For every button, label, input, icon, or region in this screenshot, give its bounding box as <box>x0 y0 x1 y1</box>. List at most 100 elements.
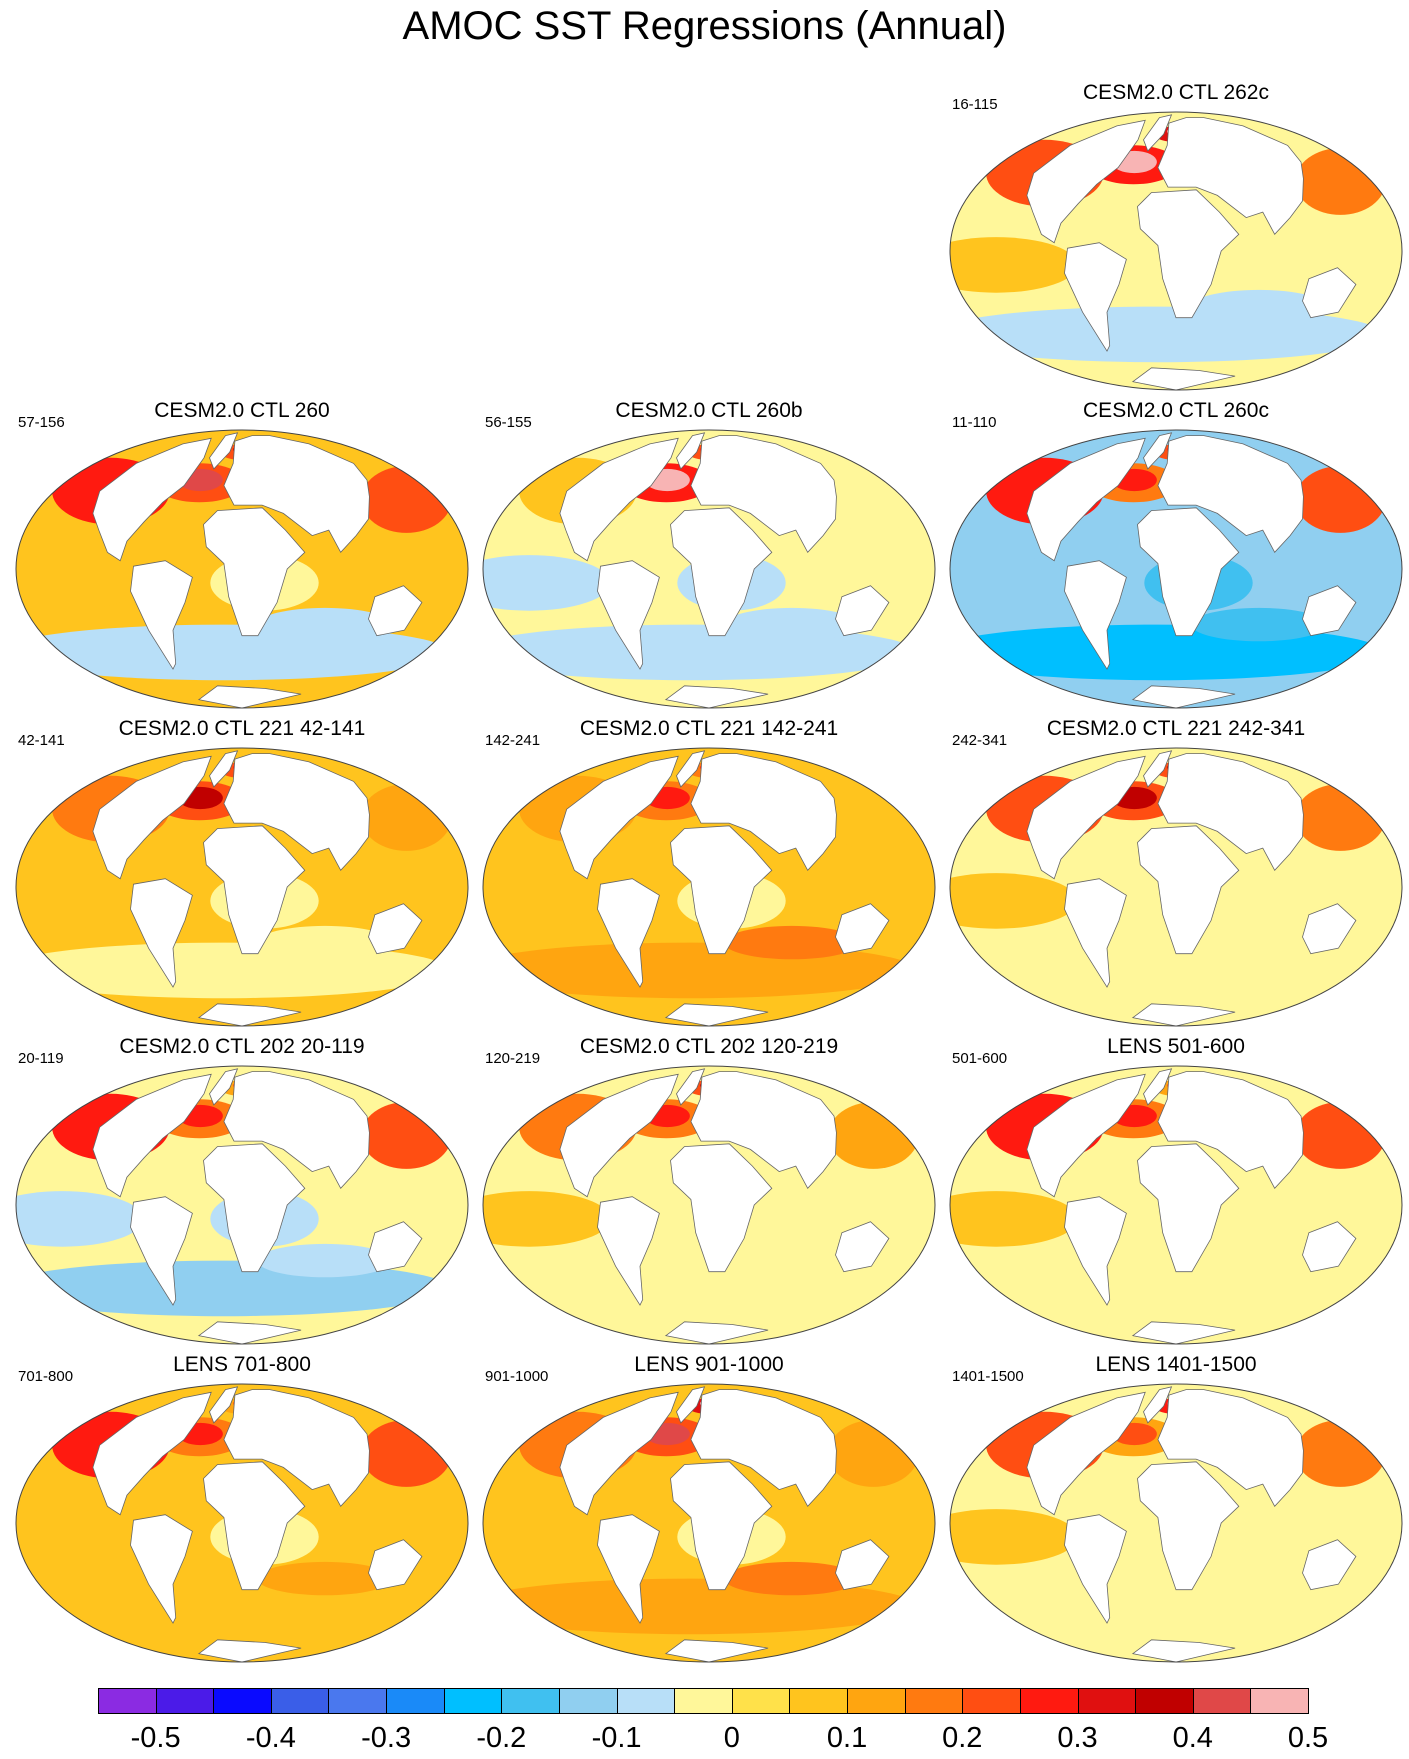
sst-anomaly-region <box>724 1561 860 1596</box>
sst-anomaly-region <box>1191 1243 1327 1278</box>
colorbar-swatch <box>674 1688 733 1714</box>
continent-south-america <box>597 1514 660 1624</box>
continent-africa <box>1137 825 1240 955</box>
sst-map <box>482 429 936 709</box>
sst-map <box>15 1065 469 1345</box>
sst-anomaly-region <box>724 607 860 642</box>
sst-map <box>949 429 1403 709</box>
panel-title: CESM2.0 CTL 202 20-119 <box>119 1035 365 1058</box>
colorbar-swatch <box>731 1688 791 1714</box>
continent-greenland <box>1143 750 1173 788</box>
continent-greenland <box>1143 1068 1173 1106</box>
continent-antarctica <box>1131 685 1236 708</box>
map-outline <box>949 1065 1403 1345</box>
continent-australia <box>1302 267 1357 319</box>
colorbar-swatch <box>1077 1688 1137 1714</box>
continent-africa <box>670 825 773 955</box>
sst-anomaly-region <box>724 925 860 960</box>
continent-africa <box>670 507 773 637</box>
sst-anomaly-region <box>257 1561 393 1596</box>
continent-south-america <box>597 878 660 988</box>
map-outline <box>949 111 1403 391</box>
map-panel: CESM2.0 CTL 202 120-219 120-219 <box>475 1034 943 1349</box>
colorbar-swatch <box>558 1688 618 1714</box>
colorbar-swatch <box>789 1688 849 1714</box>
map-panel: CESM2.0 CTL 260c 11-110 <box>942 398 1409 713</box>
sst-anomaly-region <box>1191 1561 1327 1596</box>
continent-australia <box>368 585 423 637</box>
sst-anomaly-region <box>257 925 393 960</box>
continent-north-america <box>1026 437 1146 562</box>
continent-north-america <box>559 1073 679 1198</box>
continent-eurasia <box>223 1071 370 1189</box>
colorbar-tick-label: 0.5 <box>1287 1722 1329 1754</box>
panel-year-range: 242-341 <box>952 732 1008 749</box>
continent-africa <box>1137 1461 1240 1591</box>
map-outline <box>949 1383 1403 1663</box>
panel-title: CESM2.0 CTL 202 120-219 <box>579 1035 839 1058</box>
colorbar-swatch <box>270 1688 330 1714</box>
map-panel: LENS 1401-1500 1401-1500 <box>942 1352 1409 1667</box>
map-outline <box>15 1065 469 1345</box>
sst-anomaly-region <box>724 1243 860 1278</box>
continent-antarctica <box>1131 1321 1236 1344</box>
colorbar-swatch <box>1250 1688 1309 1714</box>
continent-greenland <box>676 1068 706 1106</box>
sst-map <box>949 111 1403 391</box>
map-outline <box>482 1383 936 1663</box>
continent-eurasia <box>690 435 837 553</box>
map-panel: CESM2.0 CTL 221 42-141 42-141 <box>8 716 476 1031</box>
continent-greenland <box>1143 1386 1173 1424</box>
continent-antarctica <box>1131 367 1236 390</box>
continent-south-america <box>1064 1514 1127 1624</box>
continent-north-america <box>92 755 212 880</box>
continent-africa <box>1137 1143 1240 1273</box>
colorbar-tick-label: -0.5 <box>130 1722 181 1754</box>
continent-greenland <box>1143 432 1173 470</box>
sst-anomaly-region <box>16 1509 144 1565</box>
colorbar-swatch <box>98 1688 157 1714</box>
sst-anomaly-region <box>1191 925 1327 960</box>
continent-australia <box>1302 1539 1357 1591</box>
continent-antarctica <box>197 1003 302 1026</box>
colorbar-tick-label: 0.3 <box>1057 1722 1098 1754</box>
continent-antarctica <box>664 1003 769 1026</box>
continent-australia <box>1302 903 1357 955</box>
continent-eurasia <box>1157 1071 1304 1189</box>
continent-north-america <box>559 1391 679 1516</box>
map-panel: CESM2.0 CTL 202 20-119 20-119 <box>8 1034 476 1349</box>
map-outline <box>949 747 1403 1027</box>
map-panel: CESM2.0 CTL 260 57-156 <box>8 398 476 713</box>
panel-year-range: 1401-1500 <box>952 1368 1024 1385</box>
continent-north-america <box>92 437 212 562</box>
continent-greenland <box>209 750 239 788</box>
continent-south-america <box>1064 878 1127 988</box>
continent-africa <box>670 1143 773 1273</box>
panel-title: CESM2.0 CTL 221 42-141 <box>118 717 366 740</box>
continent-africa <box>670 1461 773 1591</box>
continent-north-america <box>1026 1391 1146 1516</box>
continent-antarctica <box>197 1639 302 1662</box>
map-outline <box>482 747 936 1027</box>
continent-north-america <box>1026 1073 1146 1198</box>
continent-africa <box>203 507 306 637</box>
map-outline <box>482 1065 936 1345</box>
colorbar-swatch <box>616 1688 676 1714</box>
colorbar-swatch <box>155 1688 215 1714</box>
colorbar-tick-label: 0.2 <box>942 1722 983 1754</box>
continent-north-america <box>92 1073 212 1198</box>
map-outline <box>482 429 936 709</box>
continent-north-america <box>559 755 679 880</box>
continent-australia <box>368 1539 423 1591</box>
colorbar-tick-label: -0.4 <box>245 1722 296 1754</box>
map-panel: LENS 901-1000 901-1000 <box>475 1352 943 1667</box>
sst-anomaly-region <box>257 1243 393 1278</box>
continent-greenland <box>676 1386 706 1424</box>
sst-anomaly-region <box>1191 289 1327 324</box>
panel-year-range: 57-156 <box>18 414 65 431</box>
panel-title: LENS 701-800 <box>173 1353 311 1376</box>
sst-anomaly-region <box>483 1509 611 1565</box>
continent-eurasia <box>690 1071 837 1189</box>
map-panel: LENS 501-600 501-600 <box>942 1034 1409 1349</box>
continent-greenland <box>209 1068 239 1106</box>
